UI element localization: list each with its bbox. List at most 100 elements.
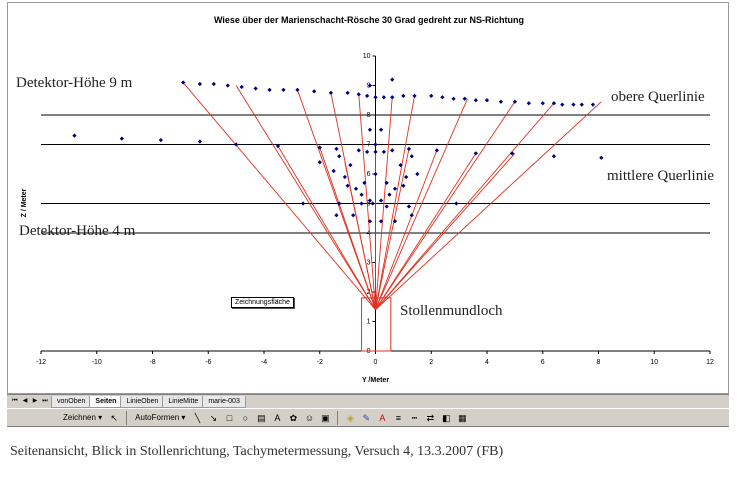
textbox-icon[interactable]: ▤ [257, 412, 266, 423]
data-point [353, 186, 359, 191]
data-point [451, 96, 456, 101]
data-point [498, 99, 504, 104]
toolbar-separator [126, 410, 128, 425]
picture-icon[interactable]: ▣ [321, 412, 330, 423]
data-point [454, 201, 459, 206]
x-tick-label: 6 [541, 359, 545, 366]
data-point [370, 201, 375, 206]
sheet-nav: ⏮ ◀ ▶ ⏭ [7, 397, 53, 406]
data-point [365, 93, 370, 98]
x-axis-label: Y /Meter [362, 377, 389, 384]
x-tick-label: -6 [205, 359, 211, 366]
select-pointer-icon[interactable]: ↖ [110, 412, 118, 423]
drawing-toolbar: Zeichnen ▾ ↖ AutoFormen ▾ ╲ ↘ □ ○ ▤ A ✿ … [7, 408, 729, 427]
sightline [375, 97, 393, 310]
data-point [540, 101, 545, 106]
arrow-icon[interactable]: ↘ [209, 412, 218, 423]
clipart-icon[interactable]: ☺ [304, 412, 315, 423]
fill-color-icon[interactable]: ◈ [346, 412, 354, 423]
data-point [404, 174, 409, 180]
y-tick-label: 3 [367, 260, 371, 267]
data-point [72, 133, 77, 138]
tab-liniemitte[interactable]: LinieMitte [162, 395, 205, 408]
data-point [317, 145, 322, 150]
data-point [406, 146, 412, 152]
data-point [390, 148, 395, 153]
first-sheet-button[interactable]: ⏮ [12, 398, 18, 404]
data-point [312, 89, 317, 94]
label-obere-querlinie: obere Querlinie [611, 89, 705, 105]
data-point [356, 92, 361, 97]
diagram-icon[interactable]: ✿ [289, 412, 298, 423]
data-point [440, 95, 445, 100]
y-axis-label: Z / Meter [21, 188, 28, 217]
data-point [181, 80, 186, 85]
data-point [473, 151, 478, 156]
data-point [337, 201, 342, 206]
zeichnen-menu[interactable]: Zeichnen ▾ [63, 412, 103, 422]
line-style-icon[interactable]: ≡ [395, 412, 402, 423]
3d-icon[interactable]: ▦ [458, 412, 467, 423]
y-tick-label: 1 [367, 319, 371, 326]
wordart-icon[interactable]: A [274, 412, 281, 423]
data-point [119, 136, 124, 141]
data-point [373, 142, 378, 147]
shadow-icon[interactable]: ◧ [442, 412, 451, 423]
data-point [381, 95, 386, 100]
tab-marie-003[interactable]: marie-003 [202, 395, 246, 408]
data-point [300, 201, 306, 206]
data-point [334, 213, 339, 218]
data-point [367, 219, 373, 224]
data-point [373, 171, 378, 177]
sightline [319, 147, 376, 310]
data-point [373, 95, 378, 100]
dash-style-icon[interactable]: ┅ [411, 412, 418, 423]
data-point [473, 98, 478, 103]
data-point [406, 204, 412, 209]
data-point [267, 87, 272, 93]
data-point [392, 186, 398, 191]
y-tick-label: 0 [367, 348, 371, 355]
stollenmundloch-box [361, 297, 392, 352]
autoformen-menu[interactable]: AutoFormen ▾ [135, 412, 186, 422]
sightline [375, 101, 602, 311]
data-point [526, 101, 531, 106]
line-icon[interactable]: ╲ [194, 412, 201, 423]
oval-icon[interactable]: ○ [242, 412, 249, 423]
x-tick-label: -12 [36, 359, 46, 366]
last-sheet-button[interactable]: ⏭ [42, 398, 48, 404]
data-point [334, 146, 339, 152]
sightline [277, 145, 376, 310]
font-color-icon[interactable]: A [379, 412, 386, 423]
arrow-style-icon[interactable]: ⇄ [426, 412, 435, 423]
sheet-tab-bar: ⏮ ◀ ▶ ⏭ vonOben Seiten LinieOben LinieMi… [7, 394, 729, 408]
tab-linieoben[interactable]: LinieOben [120, 395, 165, 408]
data-point [328, 90, 334, 95]
line-color-icon[interactable]: ✎ [362, 412, 371, 423]
sightline [358, 94, 376, 310]
sightline [375, 98, 468, 310]
sightline [375, 148, 410, 310]
prev-sheet-button[interactable]: ◀ [22, 398, 28, 404]
data-point [362, 180, 367, 185]
x-tick-label: 12 [706, 359, 714, 366]
sightline [182, 82, 376, 310]
sightline [375, 101, 516, 310]
data-point [365, 149, 370, 154]
sightline [375, 102, 555, 310]
data-point [197, 139, 203, 144]
data-point [211, 81, 216, 87]
tab-vonoben[interactable]: vonOben [51, 395, 92, 408]
tab-seiten[interactable]: Seiten [89, 395, 123, 408]
next-sheet-button[interactable]: ▶ [32, 398, 38, 404]
rectangle-icon[interactable]: □ [226, 412, 233, 423]
label-stollenmundloch: Stollenmundloch [400, 303, 503, 319]
data-point [234, 142, 239, 147]
data-point [390, 95, 395, 100]
sightline [375, 153, 477, 310]
chart-title: Wiese über der Marienschacht-Rösche 30 G… [214, 15, 524, 25]
sightline [344, 162, 376, 310]
data-point [378, 198, 384, 203]
sightline [375, 150, 438, 310]
data-point [387, 192, 392, 197]
